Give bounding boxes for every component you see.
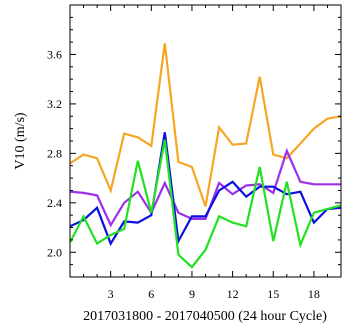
series-line-4 — [70, 139, 341, 269]
x-tick-label: 12 — [227, 287, 239, 301]
x-tick-label: 6 — [148, 287, 154, 301]
y-tick-label: 2.4 — [47, 196, 62, 210]
x-tick-label: 9 — [189, 287, 195, 301]
x-tick-label: 15 — [267, 287, 279, 301]
x-axis-title: 2017031800 - 2017040500 (24 hour Cycle) — [83, 309, 327, 324]
y-tick-label: 3.2 — [47, 97, 62, 111]
y-tick-label: 2.0 — [47, 245, 62, 259]
series-line-3 — [70, 132, 341, 247]
axis-ticks: 3 6 9 12 15 18 2.0 2.4 2.8 3.2 3.6 — [47, 4, 341, 301]
series-line-2 — [70, 147, 341, 228]
series-line-1 — [70, 43, 341, 207]
series-layer — [70, 43, 341, 269]
y-tick-label: 3.6 — [47, 47, 62, 61]
x-tick-label: 18 — [308, 287, 320, 301]
x-tick-label: 3 — [108, 287, 114, 301]
y-axis-title: V10 (m/s) — [13, 112, 28, 170]
y-tick-label: 2.8 — [47, 146, 62, 160]
